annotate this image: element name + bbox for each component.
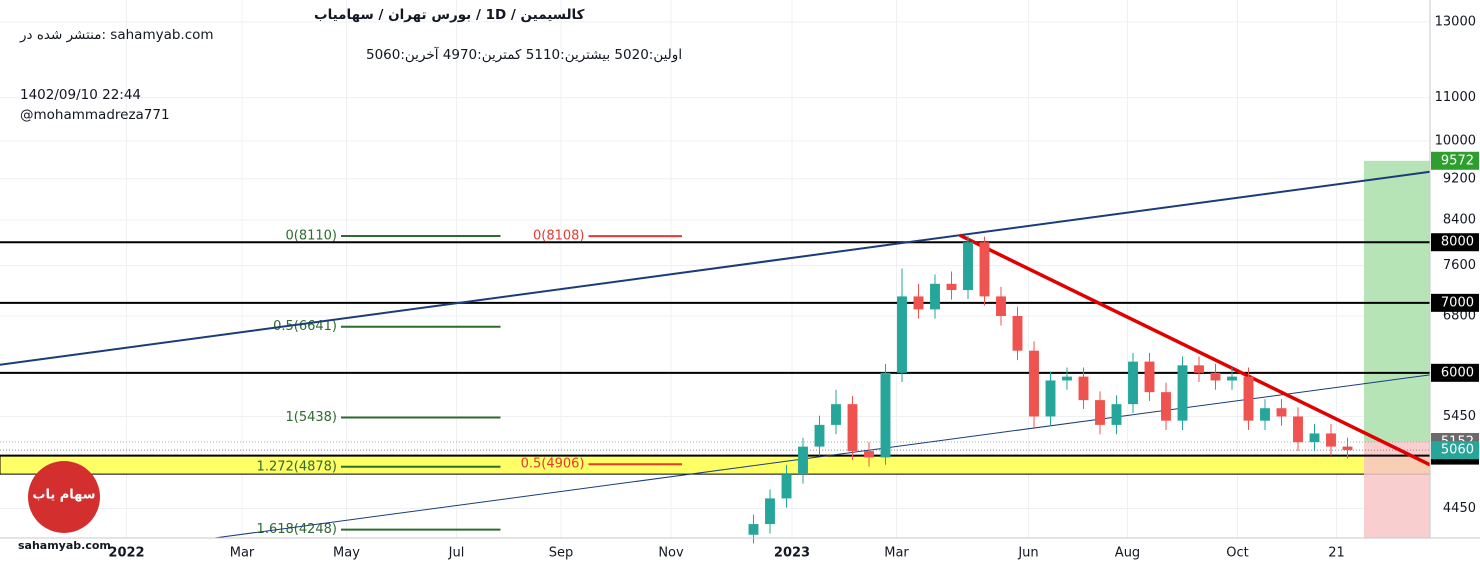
candle-body <box>1293 416 1303 443</box>
candle-body <box>946 283 957 291</box>
fib-label: 0.5(6641) <box>273 319 337 334</box>
candle-body <box>864 451 874 458</box>
candle-body <box>1062 376 1072 381</box>
candle-body <box>798 446 808 475</box>
y-tick-label: 4450 <box>1443 501 1476 516</box>
last-price-badge-label: 5060 <box>1441 443 1474 458</box>
candle-body <box>913 296 924 310</box>
candle-body <box>1210 372 1221 381</box>
candle-body <box>1177 365 1188 421</box>
x-tick-label: Nov <box>658 546 684 561</box>
candle-body <box>1012 316 1023 351</box>
level-badge-label: 6000 <box>1441 365 1474 380</box>
y-tick-label: 11000 <box>1435 90 1476 105</box>
candle-body <box>1045 380 1056 417</box>
candle-body <box>1128 361 1138 405</box>
logo-circle <box>28 461 100 533</box>
header: کالسیمین / 1D / بورس تهران / سهامیاب منت… <box>19 7 682 123</box>
y-tick-label: 10000 <box>1435 133 1476 148</box>
title: کالسیمین / 1D / بورس تهران / سهامیاب <box>314 7 585 23</box>
y-tick-label: 6800 <box>1443 309 1476 324</box>
candle-body <box>765 498 775 525</box>
y-tick-label: 9200 <box>1443 171 1476 186</box>
x-tick-label: Jun <box>1017 546 1038 561</box>
candle-body <box>1276 408 1287 417</box>
candle-body <box>748 524 759 535</box>
author: @mohammadreza771 <box>20 107 170 123</box>
y-tick-label: 5450 <box>1443 409 1476 424</box>
candle-body <box>996 296 1006 317</box>
fib-label: 0.5(4906) <box>521 457 585 472</box>
y-tick-label: 8400 <box>1443 213 1476 228</box>
target-badge-label: 9572 <box>1441 153 1474 168</box>
y-tick-label: 13000 <box>1435 14 1476 29</box>
candle-body <box>814 424 825 447</box>
target-badge <box>1431 151 1479 170</box>
trendline <box>0 170 1431 366</box>
x-tick-label: Jul <box>448 546 465 561</box>
profit-zone <box>1364 160 1430 442</box>
fib-label: 0(8110) <box>286 229 338 244</box>
ohlc: اولین:5020 بیشترین:5110 کمترین:4970 آخری… <box>366 46 682 63</box>
level-badge-label: 8000 <box>1441 235 1474 250</box>
level-badge <box>1431 233 1479 252</box>
x-tick-label: Mar <box>230 546 255 561</box>
fib-label: 1.618(4248) <box>257 522 337 537</box>
candle-body <box>781 474 792 499</box>
watermark: سهام یاب sahamyab.com <box>18 461 111 552</box>
candle-body <box>1243 376 1254 421</box>
candle-body <box>847 404 858 452</box>
x-tick-label: Oct <box>1226 546 1248 561</box>
x-tick-label: 2023 <box>774 546 810 561</box>
trendline <box>214 374 1431 539</box>
candle-body <box>880 372 891 458</box>
site-text: sahamyab.com <box>18 539 111 552</box>
candle-body <box>1095 400 1105 425</box>
candle-body <box>1161 392 1171 421</box>
fib-label: 1.272(4878) <box>257 459 337 474</box>
candle-body <box>1260 408 1270 421</box>
candle-body <box>1029 350 1039 417</box>
candle-body <box>930 283 940 310</box>
level-badge <box>1431 293 1479 312</box>
logo-text: سهام یاب <box>32 488 95 503</box>
x-tick-label: May <box>333 546 360 561</box>
level-badge <box>1431 363 1479 382</box>
candle-body <box>897 296 907 373</box>
x-tick-label: Mar <box>884 546 909 561</box>
last-price-badge <box>1431 441 1479 460</box>
candle-body <box>1144 361 1155 393</box>
zone <box>0 455 1431 475</box>
published: منتشر شده در: sahamyab.com <box>19 27 214 43</box>
level-badge-label: 7000 <box>1441 295 1474 310</box>
candle-body <box>1078 376 1089 401</box>
x-tick-label: Sep <box>549 546 574 561</box>
candle-body <box>1194 365 1204 373</box>
fib-label: 0(8108) <box>533 229 585 244</box>
fib-label: 1(5438) <box>286 410 338 425</box>
x-tick-label: 21 <box>1328 546 1345 561</box>
candle-body <box>979 242 990 297</box>
timestamp: 1402/09/10 22:44 <box>20 87 141 103</box>
candle-body <box>1309 433 1320 443</box>
candle-body <box>831 404 841 425</box>
y-tick-label: 7600 <box>1443 258 1476 273</box>
candle-body <box>963 242 973 291</box>
x-tick-label: Aug <box>1115 546 1140 561</box>
candle-body <box>1342 446 1353 451</box>
x-tick-label: 2022 <box>108 546 144 561</box>
candle-body <box>1326 433 1336 447</box>
trendline <box>958 233 1431 467</box>
candle-body <box>1227 376 1237 381</box>
candle-body <box>1111 404 1122 425</box>
